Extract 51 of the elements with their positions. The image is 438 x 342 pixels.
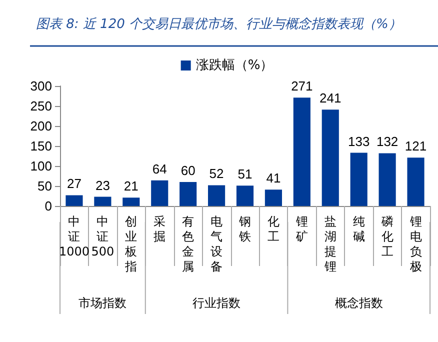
data-label: 132 [376, 134, 398, 150]
y-tick-label: 150 [30, 138, 52, 154]
data-label: 21 [124, 178, 138, 194]
y-tick-label: 50 [38, 178, 52, 194]
data-label: 241 [320, 90, 342, 106]
x-tick-label: 中证1000 [58, 214, 90, 258]
bar [407, 158, 424, 206]
y-tick-label: 250 [30, 98, 52, 114]
x-tick-label: 有色金属 [182, 214, 194, 274]
data-label: 27 [66, 176, 82, 192]
bar [208, 185, 226, 206]
bar [293, 98, 310, 206]
chart-title: 图表 8: 近 120 个交易日最优市场、行业与概念指数表现（%） [36, 16, 402, 32]
text: 行业指数 [192, 296, 241, 310]
x-tick-label: 锂矿 [294, 214, 308, 244]
text: 概念指数 [334, 296, 383, 310]
x-tick-label: 锂电负极 [408, 214, 422, 274]
text: 市场指数 [78, 296, 127, 310]
x-tick-label: 创业板指 [124, 214, 138, 274]
bar [378, 153, 396, 206]
data-label: 271 [291, 78, 313, 94]
data-label: 41 [266, 170, 281, 186]
data-label: 23 [95, 178, 110, 193]
y-tick-label: 200 [30, 118, 52, 134]
x-tick-label: 盐湖提锂 [323, 214, 336, 274]
data-label: 52 [209, 166, 224, 182]
x-tick-label: 磷化工 [380, 214, 394, 258]
data-label: 133 [348, 134, 370, 149]
x-tick-label: 钢铁 [238, 214, 251, 244]
data-label: 121 [404, 138, 427, 154]
x-tick-label: 采掘 [154, 214, 166, 244]
y-tick-label: 100 [30, 158, 52, 174]
bar [151, 180, 168, 206]
y-tick-label: 300 [30, 78, 52, 94]
data-label: 64 [152, 161, 167, 176]
bar [264, 190, 282, 206]
x-tick-label: 中证500 [91, 214, 114, 258]
x-tick-label: 纯碱 [352, 214, 365, 244]
bar [322, 110, 339, 206]
data-label: 60 [180, 163, 196, 178]
bar [180, 182, 197, 206]
legend-label: 涨跌幅（%） [196, 58, 274, 73]
bar [122, 198, 140, 206]
bar [350, 152, 368, 206]
bar [66, 195, 83, 206]
bar [236, 186, 254, 206]
data-label: 51 [238, 166, 252, 182]
x-tick-label: 电气设备 [210, 214, 223, 274]
bar [94, 196, 112, 206]
y-tick-label: 0 [44, 198, 52, 214]
x-tick-label: 化工 [267, 214, 280, 244]
